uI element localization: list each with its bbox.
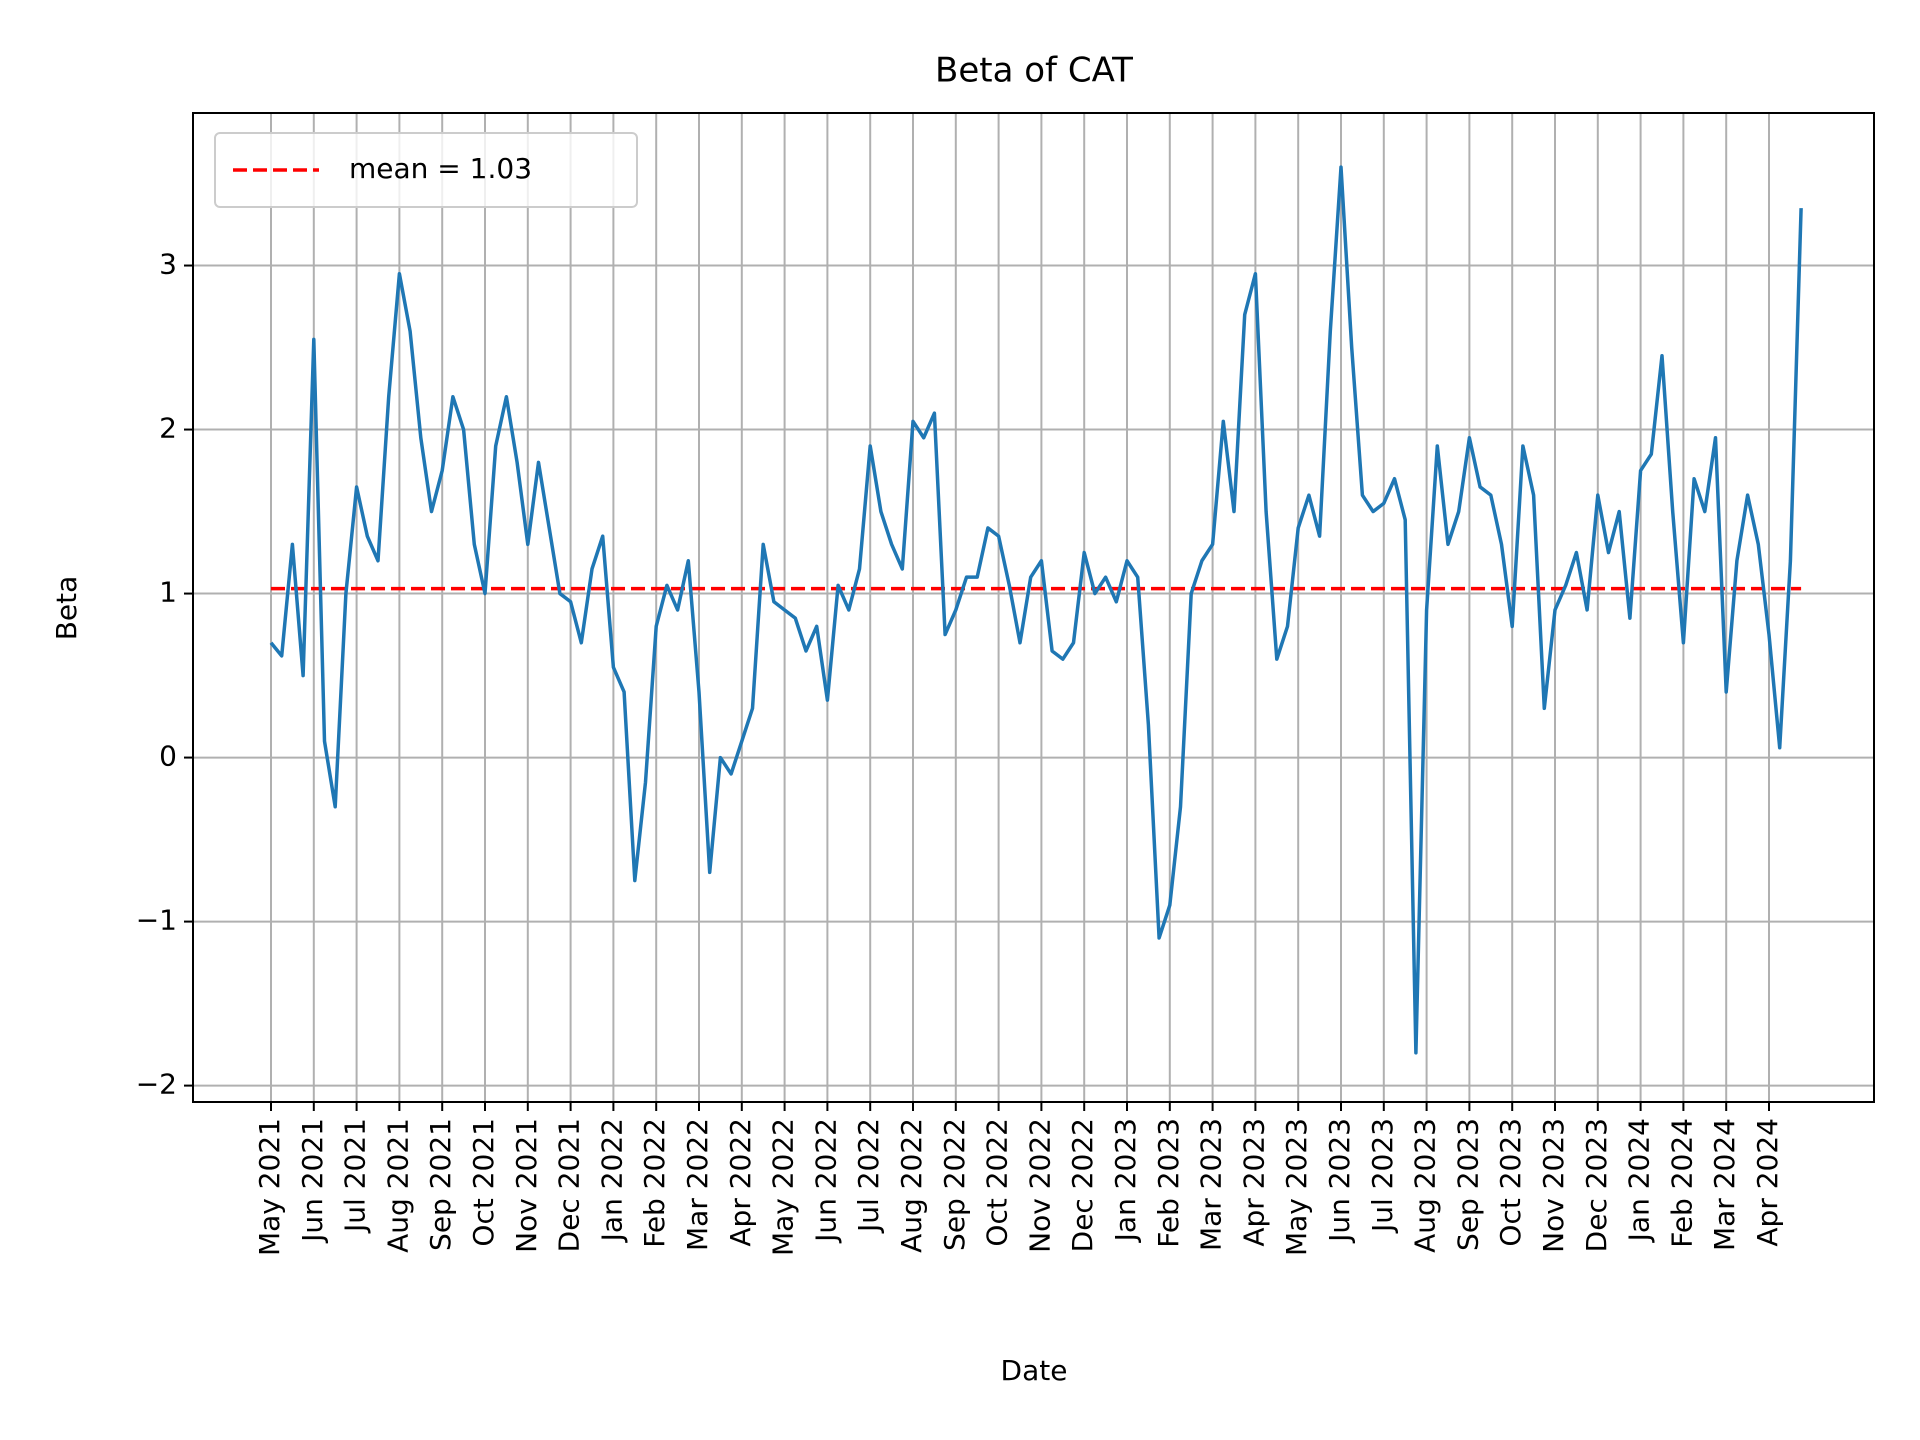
x-tick-label: Apr 2024 xyxy=(1751,1118,1784,1247)
x-axis-label: Date xyxy=(1001,1354,1068,1387)
x-tick-label: Aug 2021 xyxy=(381,1118,414,1253)
x-tick-label: Mar 2023 xyxy=(1195,1118,1228,1251)
chart-title: Beta of CAT xyxy=(935,51,1133,91)
x-tick-label: Dec 2023 xyxy=(1580,1118,1613,1252)
x-tick-label: Mar 2024 xyxy=(1708,1118,1741,1251)
y-tick-label: 2 xyxy=(159,412,177,445)
x-tick-label: Apr 2022 xyxy=(724,1118,757,1247)
legend-box xyxy=(214,132,638,208)
x-tick-label: Dec 2021 xyxy=(553,1118,586,1252)
x-tick-label: Jul 2021 xyxy=(339,1118,372,1234)
x-tick-label: Sep 2022 xyxy=(938,1118,971,1251)
x-tick-label: Sep 2023 xyxy=(1451,1118,1484,1251)
x-tick-label: Oct 2022 xyxy=(981,1118,1014,1247)
x-tick-label: Apr 2023 xyxy=(1237,1118,1270,1247)
plot-frame xyxy=(192,112,1875,1103)
x-tick-label: Feb 2023 xyxy=(1152,1118,1185,1248)
x-tick-label: Oct 2021 xyxy=(467,1118,500,1247)
x-tick-label: Aug 2023 xyxy=(1409,1118,1442,1253)
x-tick-label: Feb 2022 xyxy=(638,1118,671,1248)
y-tick-label: 3 xyxy=(159,248,177,281)
y-tick-label: 0 xyxy=(159,740,177,773)
x-tick-label: Jan 2022 xyxy=(595,1118,628,1243)
x-tick-label: Jan 2023 xyxy=(1109,1118,1142,1243)
x-tick-label: Jun 2021 xyxy=(296,1118,329,1244)
x-tick-label: Jun 2023 xyxy=(1323,1118,1356,1244)
y-axis-label: Beta xyxy=(50,576,83,641)
x-tick-label: May 2021 xyxy=(253,1118,286,1256)
x-tick-label: Jul 2022 xyxy=(852,1118,885,1234)
x-tick-label: Feb 2024 xyxy=(1665,1118,1698,1248)
x-tick-label: Jun 2022 xyxy=(809,1118,842,1244)
data-line xyxy=(269,165,1803,1055)
x-tick-label: Dec 2022 xyxy=(1066,1118,1099,1252)
x-tick-label: Oct 2023 xyxy=(1494,1118,1527,1247)
legend-label: mean = 1.03 xyxy=(349,152,532,185)
x-tick-label: Nov 2021 xyxy=(510,1118,543,1253)
x-tick-label: May 2023 xyxy=(1280,1118,1313,1256)
x-tick-label: Jul 2023 xyxy=(1366,1118,1399,1234)
y-tick-label: −2 xyxy=(136,1068,177,1101)
y-tick-label: −1 xyxy=(136,904,177,937)
x-tick-label: May 2022 xyxy=(767,1118,800,1256)
x-tick-label: Jan 2024 xyxy=(1623,1118,1656,1243)
y-tick-label: 1 xyxy=(159,576,177,609)
x-tick-label: Nov 2023 xyxy=(1537,1118,1570,1253)
x-tick-label: Nov 2022 xyxy=(1023,1118,1056,1253)
x-tick-label: Sep 2021 xyxy=(424,1118,457,1251)
x-tick-label: Mar 2022 xyxy=(681,1118,714,1251)
x-tick-label: Aug 2022 xyxy=(895,1118,928,1253)
